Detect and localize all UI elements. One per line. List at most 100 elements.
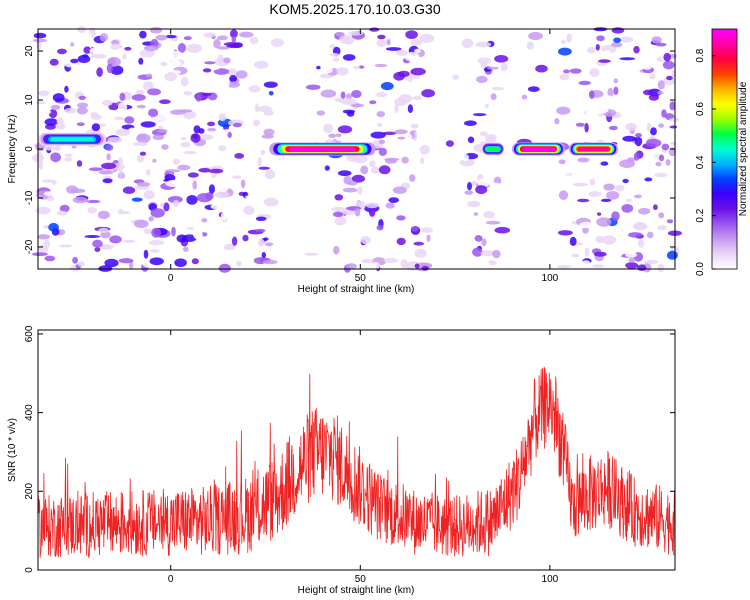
noise-blob xyxy=(107,136,123,144)
noise-blob xyxy=(177,164,191,171)
snr-x-ticks: 0 50 100 xyxy=(168,330,559,585)
noise-blob xyxy=(87,207,98,214)
noise-blob xyxy=(464,120,477,126)
noise-blob xyxy=(76,122,85,126)
noise-blob xyxy=(104,258,119,268)
noise-blob xyxy=(666,75,673,81)
noise-blob xyxy=(362,190,377,196)
noise-blob xyxy=(143,227,153,235)
noise-blob xyxy=(115,128,130,136)
noise-blob xyxy=(268,91,274,96)
noise-blob xyxy=(607,87,614,98)
noise-blob xyxy=(236,70,248,79)
noise-blob xyxy=(220,129,235,137)
noise-blob xyxy=(186,43,203,54)
noise-blob xyxy=(177,43,186,53)
noise-blob xyxy=(66,185,79,194)
noise-blob xyxy=(342,61,352,67)
noise-blob xyxy=(316,65,321,70)
noise-blob xyxy=(634,194,642,199)
noise-blob xyxy=(90,54,107,59)
noise-blob xyxy=(627,86,641,96)
noise-blob xyxy=(148,108,159,118)
noise-blob xyxy=(126,69,139,79)
noise-blob xyxy=(613,78,618,84)
noise-blob xyxy=(370,131,386,139)
noise-blob xyxy=(395,49,408,56)
noise-blob xyxy=(352,154,368,164)
noise-blob xyxy=(98,227,109,233)
noise-blob xyxy=(608,125,618,131)
y-tick-label: -20 xyxy=(24,239,35,254)
noise-blob xyxy=(339,34,351,44)
noise-blob xyxy=(239,31,254,38)
noise-blob xyxy=(106,153,111,161)
noise-blob xyxy=(406,134,413,140)
noise-blob xyxy=(394,129,408,135)
noise-blob xyxy=(597,201,607,208)
noise-blob xyxy=(595,44,600,51)
noise-blob xyxy=(500,62,508,72)
noise-blob xyxy=(378,165,391,175)
noise-blob xyxy=(638,207,651,215)
noise-blob xyxy=(423,183,432,192)
noise-blob xyxy=(118,102,128,112)
noise-blob xyxy=(337,170,352,177)
noise-blob xyxy=(189,250,204,260)
noise-blob xyxy=(64,157,73,162)
noise-blob xyxy=(369,27,380,32)
noise-blob xyxy=(569,236,577,246)
noise-blob xyxy=(239,53,256,58)
noise-blob xyxy=(76,106,88,115)
noise-blob xyxy=(644,49,659,56)
noise-blob xyxy=(626,198,633,202)
noise-blob xyxy=(490,93,497,101)
snr-y-ticks: 0 200 400 600 xyxy=(24,325,675,573)
noise-blob xyxy=(44,255,56,262)
noise-blob xyxy=(50,152,61,163)
noise-blob xyxy=(342,54,356,61)
noise-blob xyxy=(64,107,77,114)
noise-blob xyxy=(198,134,214,141)
colorbar-tick-label: 0.4 xyxy=(695,155,706,169)
noise-blob xyxy=(623,186,635,196)
noise-blob xyxy=(136,104,146,109)
noise-blob xyxy=(32,252,48,256)
noise-blob xyxy=(658,212,665,219)
noise-blob xyxy=(335,133,342,138)
noise-blob xyxy=(657,80,665,90)
noise-blob xyxy=(72,196,88,204)
noise-blob xyxy=(400,259,408,269)
noise-blob xyxy=(486,66,499,70)
noise-blob xyxy=(665,159,671,166)
noise-blob xyxy=(113,116,125,121)
noise-blob xyxy=(587,46,596,54)
noise-blob xyxy=(492,102,503,108)
noise-blob xyxy=(248,85,261,93)
noise-blob xyxy=(588,191,602,197)
x-tick-label: 100 xyxy=(542,273,559,284)
noise-blob xyxy=(396,215,406,221)
noise-blob xyxy=(118,258,134,264)
noise-blob xyxy=(526,41,535,50)
noise-blob xyxy=(62,34,68,44)
noise-blob xyxy=(657,90,664,95)
x-tick-label: 50 xyxy=(355,273,367,284)
signal-band xyxy=(578,147,609,151)
noise-blob xyxy=(584,122,589,133)
noise-blob xyxy=(38,160,43,170)
noise-blob xyxy=(625,262,639,269)
noise-blob xyxy=(668,147,677,157)
noise-blob xyxy=(613,86,619,96)
noise-blob xyxy=(353,66,360,70)
noise-blob xyxy=(382,131,397,135)
noise-blob xyxy=(48,222,59,232)
noise-blob xyxy=(165,179,181,188)
noise-blob xyxy=(633,152,640,161)
noise-blob xyxy=(60,220,70,230)
noise-blob xyxy=(172,200,180,207)
noise-blob xyxy=(622,135,637,142)
noise-blob xyxy=(202,92,212,96)
noise-blob xyxy=(654,172,668,178)
